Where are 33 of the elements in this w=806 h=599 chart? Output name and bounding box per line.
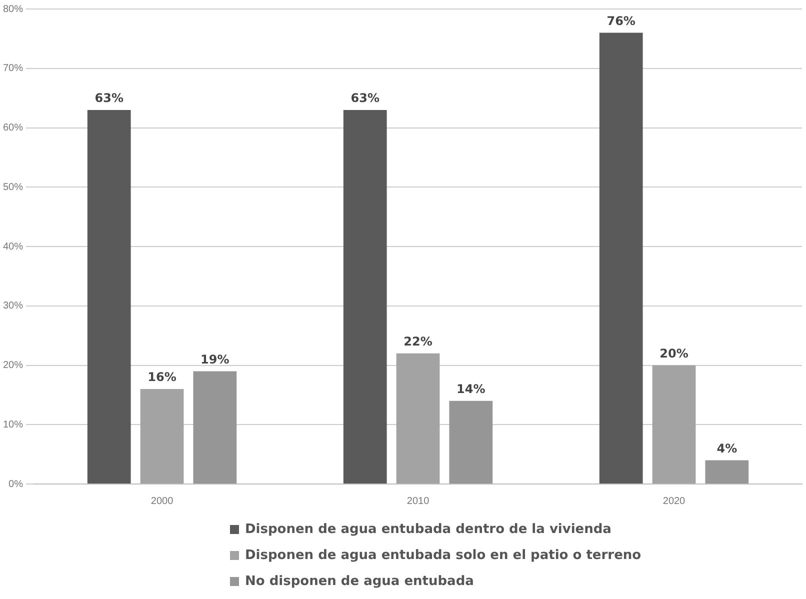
text: 16% (148, 370, 176, 384)
y-tick-label: 70% (3, 63, 24, 74)
legend-label: Disponen de agua entubada solo en el patio o terreno (245, 548, 642, 562)
bar (396, 353, 440, 484)
x-tick-label: 2010 (406, 496, 430, 507)
y-tick-label: 20% (3, 360, 24, 371)
y-tick-label: 10% (3, 419, 24, 430)
text: 76% (606, 14, 636, 28)
bar (343, 110, 387, 484)
text: 20% (660, 346, 688, 360)
y-tick-label: 30% (3, 300, 24, 312)
legend-label: Disponen de agua entubada dentro de la vivienda (245, 522, 612, 536)
text: 63% (350, 91, 380, 106)
bar (193, 371, 237, 484)
text: 4% (716, 441, 738, 456)
y-tick-label: 40% (3, 241, 24, 252)
y-tick-label: 50% (3, 182, 24, 193)
legend-label: No disponen de agua entubada (245, 574, 474, 588)
bar (652, 365, 696, 484)
bar (705, 460, 749, 484)
text: 14% (456, 382, 486, 396)
bar (599, 32, 643, 484)
bar (449, 400, 493, 484)
y-tick-label: 0% (8, 478, 24, 490)
x-tick-label: 2020 (662, 496, 686, 507)
bar (87, 110, 131, 484)
y-tick-label: 80% (3, 4, 24, 15)
x-tick-label: 2000 (150, 496, 174, 507)
bar (140, 389, 184, 484)
y-tick-label: 60% (3, 122, 24, 134)
text: 63% (94, 91, 124, 106)
text: 19% (200, 352, 230, 366)
text: 22% (404, 334, 432, 348)
